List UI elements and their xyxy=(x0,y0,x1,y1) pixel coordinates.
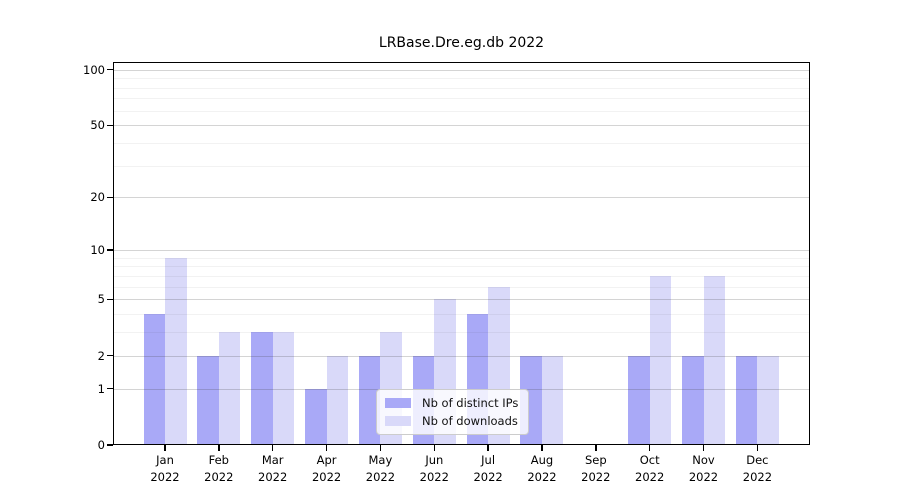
gridline-major-50 xyxy=(113,125,810,126)
gridline-major-100 xyxy=(113,70,810,71)
bar-downloads-dec xyxy=(757,356,779,445)
bar-distinct-ips-oct xyxy=(628,356,650,445)
legend-label-distinct-ips: Nb of distinct IPs xyxy=(422,396,518,410)
gridline-minor-90 xyxy=(113,78,810,79)
y-tick-label-100: 100 xyxy=(61,63,105,77)
x-tick-label-feb: Feb 2022 xyxy=(191,452,247,485)
gridline-minor-40 xyxy=(113,143,810,144)
bar-distinct-ips-jan xyxy=(144,314,166,445)
x-tick-label-nov: Nov 2022 xyxy=(676,452,732,485)
x-tick-label-may: May 2022 xyxy=(352,452,408,485)
gridline-minor-9 xyxy=(113,258,810,259)
x-tick-mark-nov xyxy=(703,445,705,451)
bar-distinct-ips-dec xyxy=(736,356,758,445)
bar-downloads-apr xyxy=(327,356,349,445)
x-tick-label-jun: Jun 2022 xyxy=(406,452,462,485)
gridline-major-20 xyxy=(113,197,810,198)
x-tick-mark-may xyxy=(380,445,382,451)
x-tick-mark-mar xyxy=(272,445,274,451)
gridline-minor-7 xyxy=(113,276,810,277)
legend-swatch-downloads xyxy=(385,416,411,426)
legend-swatch-distinct-ips xyxy=(385,398,411,408)
y-tick-mark xyxy=(107,444,113,446)
bar-downloads-nov xyxy=(704,276,726,445)
x-tick-label-mar: Mar 2022 xyxy=(245,452,301,485)
figure: LRBase.Dre.eg.db 2022 Nb of distinct IPs… xyxy=(0,0,900,500)
chart-title: LRBase.Dre.eg.db 2022 xyxy=(113,35,810,51)
gridline-minor-70 xyxy=(113,98,810,99)
gridline-minor-3 xyxy=(113,332,810,333)
bar-distinct-ips-feb xyxy=(197,356,219,445)
x-tick-label-aug: Aug 2022 xyxy=(514,452,570,485)
x-tick-mark-jan xyxy=(164,445,166,451)
plot-area: Nb of distinct IPs Nb of downloads xyxy=(113,62,810,445)
x-tick-mark-jul xyxy=(487,445,489,451)
y-tick-label-5: 5 xyxy=(61,292,105,306)
x-tick-mark-apr xyxy=(326,445,328,451)
x-tick-mark-jun xyxy=(434,445,436,451)
legend-item-downloads: Nb of downloads xyxy=(385,414,518,428)
x-tick-mark-sep xyxy=(595,445,597,451)
y-tick-label-20: 20 xyxy=(61,190,105,204)
legend-item-distinct-ips: Nb of distinct IPs xyxy=(385,396,518,410)
gridline-minor-8 xyxy=(113,266,810,267)
legend: Nb of distinct IPs Nb of downloads xyxy=(376,389,529,435)
legend-label-downloads: Nb of downloads xyxy=(422,414,518,428)
x-tick-label-sep: Sep 2022 xyxy=(568,452,624,485)
gridline-minor-30 xyxy=(113,166,810,167)
y-tick-label-50: 50 xyxy=(61,118,105,132)
x-tick-mark-oct xyxy=(649,445,651,451)
x-tick-mark-dec xyxy=(757,445,759,451)
gridline-minor-6 xyxy=(113,287,810,288)
y-tick-label-0: 0 xyxy=(61,438,105,452)
gridline-major-5 xyxy=(113,299,810,300)
x-tick-label-jan: Jan 2022 xyxy=(137,452,193,485)
y-tick-label-2: 2 xyxy=(61,349,105,363)
bar-downloads-oct xyxy=(650,276,672,445)
bar-distinct-ips-apr xyxy=(305,389,327,445)
y-tick-label-10: 10 xyxy=(61,243,105,257)
x-tick-label-oct: Oct 2022 xyxy=(622,452,678,485)
gridline-minor-4 xyxy=(113,314,810,315)
bar-distinct-ips-nov xyxy=(682,356,704,445)
gridline-minor-60 xyxy=(113,111,810,112)
x-tick-label-dec: Dec 2022 xyxy=(729,452,785,485)
gridline-major-2 xyxy=(113,356,810,357)
x-tick-mark-feb xyxy=(218,445,220,451)
gridline-major-10 xyxy=(113,250,810,251)
y-tick-label-1: 1 xyxy=(61,382,105,396)
x-tick-label-apr: Apr 2022 xyxy=(299,452,355,485)
x-tick-mark-aug xyxy=(541,445,543,451)
bar-downloads-aug xyxy=(542,356,564,445)
x-tick-label-jul: Jul 2022 xyxy=(460,452,516,485)
gridline-minor-80 xyxy=(113,88,810,89)
